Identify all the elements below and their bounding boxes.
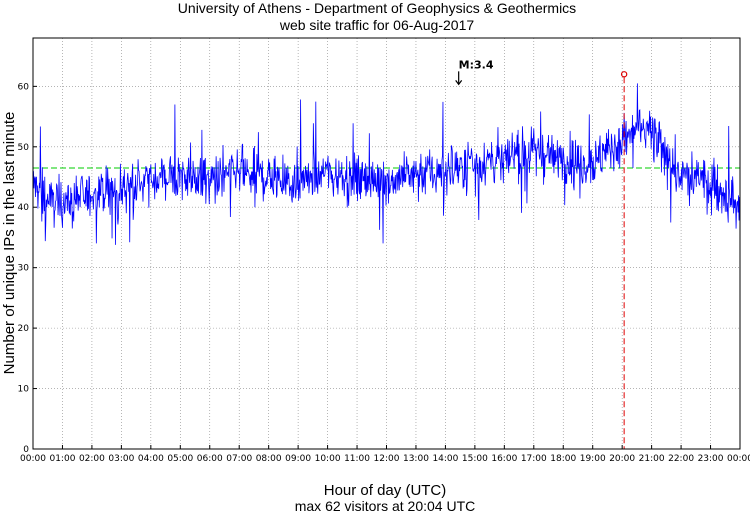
x-tick-label: 05:00 [167, 454, 193, 464]
y-tick-label: 10 [18, 385, 30, 395]
x-tick-label: 21:00 [639, 454, 665, 464]
annotation-marker: M:3.4 [455, 58, 494, 86]
y-tick-label: 20 [18, 324, 30, 334]
x-tick-label: 10:00 [315, 454, 341, 464]
chart-subtitle: web site traffic for 06-Aug-2017 [279, 17, 475, 33]
y-tick-label: 30 [18, 264, 30, 274]
x-tick-label: 20:00 [609, 454, 635, 464]
x-tick-label: 11:00 [344, 454, 370, 464]
x-tick-label: 18:00 [550, 454, 576, 464]
x-tick-label: 16:00 [491, 454, 517, 464]
x-tick-label: 23:00 [698, 454, 724, 464]
plot-area [32, 37, 741, 450]
x-tick-label: 06:00 [197, 454, 223, 464]
y-axis-label: Number of unique IPs in the last minute [1, 112, 18, 375]
y-tick-label: 50 [18, 143, 30, 153]
x-tick-label: 15:00 [462, 454, 488, 464]
x-tick-label: 14:00 [432, 454, 458, 464]
x-tick-label: 03:00 [108, 454, 134, 464]
x-tick-label: 02:00 [79, 454, 105, 464]
x-tick-label: 08:00 [256, 454, 282, 464]
x-tick-label: 13:00 [403, 454, 429, 464]
y-axis-ticks: 0 10 20 30 40 50 60 [18, 82, 37, 455]
annotation-label: M:3.4 [459, 58, 494, 71]
x-tick-label: 12:00 [374, 454, 400, 464]
x-tick-label: 22:00 [668, 454, 694, 464]
x-axis-label: Hour of day (UTC) [324, 482, 447, 499]
x-tick-label: 17:00 [521, 454, 547, 464]
x-axis-ticks: 00:00 01:00 02:00 03:00 04:00 05:00 06:00 07:00… [20, 445, 750, 464]
annotation-arrow-head [455, 79, 463, 86]
x-tick-label: 00:00 [20, 454, 46, 464]
footer-note: max 62 visitors at 20:04 UTC [295, 498, 476, 514]
x-tick-label: 09:00 [285, 454, 311, 464]
chart-title: University of Athens - Department of Geo… [178, 0, 576, 16]
y-tick-label: 0 [23, 445, 29, 455]
y-tick-label: 60 [18, 82, 30, 92]
x-tick-label: 04:00 [138, 454, 164, 464]
x-tick-label: 19:00 [580, 454, 606, 464]
y-tick-label: 40 [18, 203, 30, 213]
x-tick-label: 01:00 [49, 454, 75, 464]
max-marker [620, 71, 628, 78]
x-tick-label: 00:00 [727, 454, 750, 464]
x-tick-label: 07:00 [226, 454, 252, 464]
series-line [32, 83, 740, 245]
grid-lines [33, 38, 740, 449]
